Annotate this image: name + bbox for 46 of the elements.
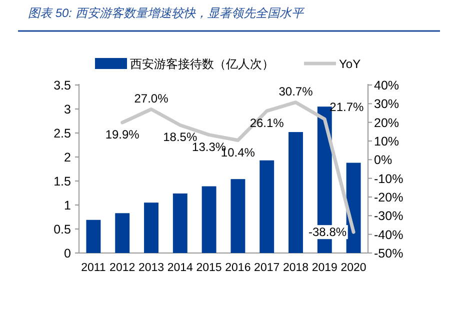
y-tick-label: 0 bbox=[64, 246, 72, 260]
y2-tick-label: -10% bbox=[374, 172, 404, 186]
data-label: -38.8% bbox=[308, 225, 347, 240]
y2-tick-label: -40% bbox=[374, 228, 404, 242]
y-tick-label: 1.5 bbox=[54, 174, 72, 188]
x-tick-label: 2012 bbox=[110, 262, 136, 274]
y2-tick-label: 30% bbox=[374, 97, 400, 112]
x-tick-label: 2014 bbox=[167, 262, 194, 274]
x-tick-label: 2020 bbox=[340, 262, 366, 274]
legend-label: 西安游客接待数（亿人次） bbox=[130, 57, 274, 71]
data-label: 21.7% bbox=[330, 100, 364, 114]
y-tick-label: 3.5 bbox=[54, 78, 72, 92]
x-tick-label: 2019 bbox=[312, 262, 338, 274]
y-tick-label: 1 bbox=[64, 198, 72, 212]
legend-label: YoY bbox=[339, 57, 361, 71]
bar bbox=[115, 213, 130, 253]
bar bbox=[144, 202, 158, 253]
bar bbox=[260, 160, 274, 253]
data-label: 19.9% bbox=[105, 128, 140, 142]
y2-tick-label: 10% bbox=[374, 134, 400, 148]
bar bbox=[288, 132, 303, 253]
bar bbox=[230, 179, 246, 253]
x-tick-label: 2013 bbox=[138, 262, 164, 274]
x-tick-label: 2015 bbox=[196, 262, 222, 274]
bar bbox=[346, 162, 361, 253]
y2-tick-label: -50% bbox=[374, 246, 404, 260]
bar bbox=[86, 220, 101, 253]
y-tick-label: 3 bbox=[64, 102, 72, 116]
y-tick-label: 2.5 bbox=[54, 126, 72, 140]
y2-tick-label: 40% bbox=[374, 78, 400, 92]
data-label: 26.1% bbox=[250, 116, 284, 130]
x-tick-label: 2018 bbox=[282, 262, 309, 274]
y-tick-label: 2 bbox=[64, 150, 72, 164]
y2-tick-label: 20% bbox=[374, 116, 400, 130]
data-label: 30.7% bbox=[278, 84, 314, 98]
y2-tick-label: 0% bbox=[374, 153, 392, 168]
title: 图表 50: 西安游客数量增速较快，显著领先全国水平 bbox=[28, 6, 304, 20]
x-tick-label: 2016 bbox=[225, 262, 251, 274]
x-tick-label: 2011 bbox=[81, 262, 106, 274]
x-tick-label: 2017 bbox=[254, 262, 280, 274]
y2-tick-label: -30% bbox=[374, 209, 404, 224]
y2-tick-label: -20% bbox=[374, 190, 404, 204]
bar bbox=[202, 186, 216, 253]
y-tick-label: 0.5 bbox=[54, 222, 72, 236]
data-label: 27.0% bbox=[134, 91, 169, 106]
bar bbox=[172, 193, 188, 253]
